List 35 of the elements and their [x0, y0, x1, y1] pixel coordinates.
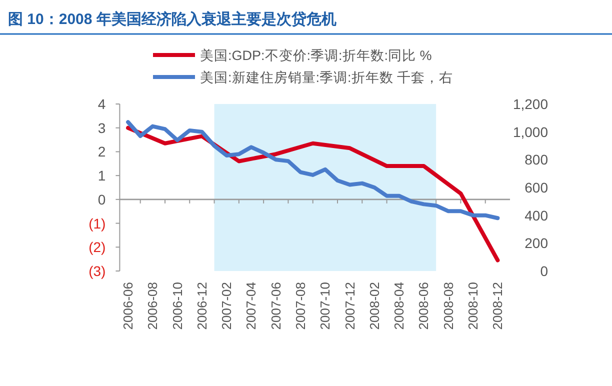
- x-tick-label: 2008-06: [416, 282, 432, 330]
- x-tick-label: 2007-02: [219, 282, 234, 330]
- x-tick-label: 2007-08: [293, 282, 308, 330]
- chart-title: 图 10：2008 年美国经济陷入衰退主要是次贷危机: [8, 10, 336, 28]
- legend-label: 美国:新建住房销量:季调:折年数 千套，右: [200, 70, 454, 85]
- y2-tick-label: 200: [524, 235, 548, 252]
- y-tick-label: (1): [88, 215, 106, 232]
- y-tick-label: 0: [98, 191, 106, 208]
- y2-tick-label: 600: [524, 180, 548, 196]
- y-tick-label: 4: [98, 96, 106, 112]
- y2-tick-label: 800: [524, 152, 548, 168]
- x-tick-label: 2008-02: [366, 282, 382, 330]
- y2-tick-label: 400: [524, 207, 548, 224]
- x-tick-label: 2008-12: [490, 282, 506, 330]
- x-tick-label: 2007-10: [318, 282, 333, 330]
- x-tick-label: 2006-06: [120, 282, 136, 330]
- x-tick-label: 2008-04: [392, 282, 407, 330]
- y2-tick-label: 1,000: [512, 124, 548, 140]
- line-series: [126, 120, 500, 220]
- x-tick-label: 2007-12: [342, 282, 358, 330]
- y-tick-label: (3): [88, 263, 106, 279]
- x-tick-label: 2007-06: [268, 282, 284, 330]
- y2-tick-label: 1,200: [512, 96, 548, 112]
- x-tick-label: 2006-12: [194, 282, 210, 330]
- y2-tick-label: 0: [540, 263, 548, 279]
- x-tick-label: 2006-08: [145, 282, 160, 330]
- y-tick-label: 3: [98, 120, 106, 136]
- x-tick-label: 2008-10: [466, 282, 481, 330]
- x-tick-label: 2007-04: [244, 282, 259, 330]
- legend-label: 美国:GDP:不变价:季调:折年数:同比 %: [200, 48, 432, 63]
- y-tick-label: 2: [98, 144, 106, 160]
- x-tick-label: 2006-10: [170, 282, 185, 330]
- y-tick-label: (2): [88, 239, 106, 256]
- x-tick-label: 2008-08: [440, 282, 456, 330]
- y-tick-label: 1: [98, 168, 106, 184]
